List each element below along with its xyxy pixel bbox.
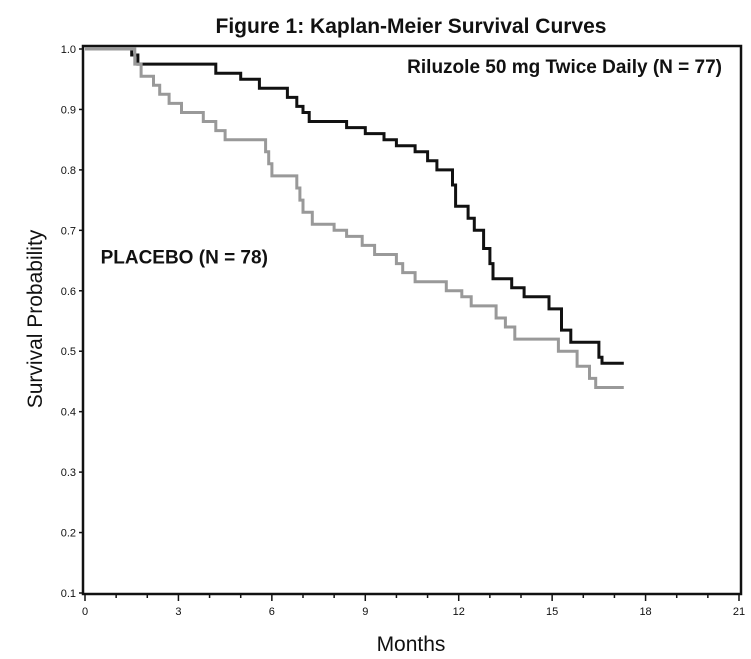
annotation-layer: Riluzole 50 mg Twice Daily (N = 77) PLACE… [101,57,722,268]
chart-title: Figure 1: Kaplan-Meier Survival Curves [216,15,607,38]
x-tick-label: 6 [269,606,275,618]
x-tick-label: 18 [639,606,651,618]
series-layer [85,47,624,389]
y-tick-label: 0.6 [61,286,76,298]
series-line-riluzole [85,47,624,365]
y-axis-title: Survival Probability [24,229,47,408]
y-tick-label: 0.5 [61,346,76,358]
plot-frame [81,44,743,596]
y-tick-label: 1.0 [61,44,76,56]
series-line-placebo [85,47,624,389]
x-tick-label: 0 [82,606,88,618]
y-axis-title-wrap: Survival Probability [24,229,47,408]
series-label-placebo: PLACEBO (N = 78) [101,248,268,269]
x-tick-label: 9 [362,606,368,618]
x-tick-label: 21 [733,606,745,618]
y-tick-label: 0.2 [61,528,76,540]
x-tick-label: 3 [175,606,181,618]
y-tick-label: 0.4 [61,407,76,419]
y-axis: 0.1 0.2 0.3 0.4 0.5 0.6 0.7 0.8 0.9 1.0 [61,44,84,600]
y-tick-label: 0.1 [61,588,76,600]
x-axis: 0 3 6 9 12 15 18 21 [82,594,745,618]
y-tick-label: 0.3 [61,467,76,479]
x-tick-label: 15 [546,606,558,618]
x-tick-label: 12 [453,606,465,618]
y-tick-label: 0.8 [61,165,76,177]
y-tick-label: 0.9 [61,104,76,116]
x-axis-title: Months [377,633,446,656]
y-tick-label: 0.7 [61,225,76,237]
series-label-riluzole: Riluzole 50 mg Twice Daily (N = 77) [407,57,722,78]
